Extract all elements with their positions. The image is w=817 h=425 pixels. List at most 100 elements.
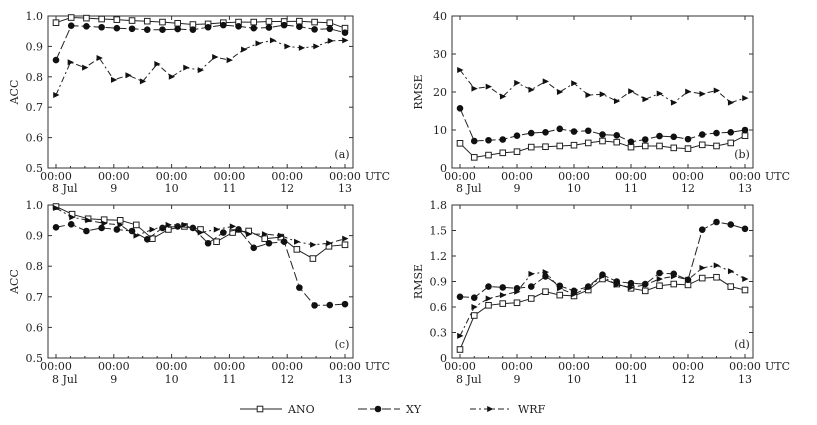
- data-point: [341, 241, 349, 249]
- data-point: [83, 14, 90, 22]
- x-day-label: 12: [280, 182, 294, 195]
- x-day-label: 8 Jul: [52, 182, 78, 195]
- data-point: [313, 43, 320, 50]
- data-point: [642, 281, 649, 288]
- data-point: [685, 88, 692, 95]
- x-tick-label: 00:00: [214, 170, 246, 183]
- data-point: [67, 59, 74, 66]
- data-point: [261, 235, 269, 242]
- data-point: [165, 221, 172, 228]
- data-point: [556, 285, 564, 292]
- y-tick-label: 0.3: [430, 327, 448, 340]
- data-point: [513, 299, 521, 307]
- x-day-label: 10: [567, 182, 581, 195]
- x-day-label: 9: [514, 182, 521, 195]
- x-tick-label: 00:00: [729, 170, 761, 183]
- data-point: [311, 26, 318, 33]
- data-point: [311, 302, 318, 309]
- data-point: [245, 231, 253, 238]
- x-tick-label: 00:00: [214, 360, 246, 373]
- x-tick-label: 00:00: [558, 360, 590, 373]
- data-point: [220, 21, 227, 29]
- y-tick-label: 0: [440, 352, 447, 365]
- series-ano: [456, 273, 749, 353]
- data-point: [556, 142, 564, 150]
- data-point: [168, 73, 176, 80]
- data-point: [542, 143, 549, 151]
- data-point: [277, 232, 285, 239]
- x-day-label: 10: [165, 373, 179, 386]
- data-point: [528, 86, 535, 93]
- x-tick-label: 00:00: [156, 360, 188, 373]
- data-point: [296, 23, 303, 30]
- data-point: [293, 246, 301, 253]
- data-point: [98, 15, 105, 23]
- data-point: [116, 217, 124, 224]
- data-point: [499, 300, 507, 307]
- data-point: [269, 37, 277, 44]
- series-xy: [456, 218, 749, 301]
- data-point: [613, 98, 621, 105]
- x-day-label: 8 Jul: [456, 373, 482, 386]
- data-point: [556, 89, 564, 95]
- y-tick-label: 0.6: [430, 301, 448, 314]
- data-point: [296, 284, 303, 291]
- y-tick-label: 0.9: [26, 40, 44, 53]
- data-point: [514, 79, 521, 86]
- data-point: [85, 217, 92, 224]
- panel-label: (b): [734, 148, 750, 161]
- data-point: [165, 226, 172, 233]
- x-day-label: 11: [222, 182, 236, 195]
- data-point: [52, 56, 60, 64]
- data-point: [229, 223, 237, 230]
- data-point: [727, 283, 735, 290]
- data-point: [485, 151, 492, 159]
- data-point: [685, 276, 692, 283]
- data-point: [174, 19, 181, 27]
- data-point: [741, 225, 749, 233]
- data-point: [197, 229, 204, 236]
- series-line: [55, 223, 346, 306]
- x-tick-label: 00:00: [615, 360, 647, 373]
- data-point: [52, 19, 60, 26]
- data-point: [642, 96, 649, 103]
- data-point: [67, 220, 75, 228]
- data-point: [52, 224, 60, 231]
- x-tick-label: 00:00: [98, 170, 130, 183]
- data-point: [698, 226, 706, 233]
- data-point: [149, 226, 156, 233]
- data-point: [265, 239, 273, 247]
- data-point: [656, 282, 663, 290]
- data-point: [132, 221, 140, 229]
- data-point: [656, 132, 663, 140]
- data-point: [514, 288, 521, 295]
- plot-frame: [47, 15, 354, 169]
- x-tick-label: 00:00: [615, 170, 647, 183]
- data-point: [456, 346, 464, 353]
- x-tick-label: 00:00: [271, 170, 303, 183]
- data-point: [742, 95, 749, 102]
- data-point: [235, 23, 242, 30]
- y-tick-label: 1.5: [430, 225, 448, 238]
- x-day-label: 13: [738, 182, 752, 195]
- x-day-label: 9: [110, 373, 117, 386]
- data-point: [698, 141, 706, 149]
- data-point: [713, 142, 720, 150]
- data-point: [342, 37, 349, 44]
- data-point: [570, 128, 578, 135]
- data-point: [342, 235, 349, 242]
- series-xy: [52, 220, 349, 309]
- y-tick-label: 40: [433, 10, 447, 23]
- data-point: [599, 131, 606, 138]
- data-point: [457, 332, 464, 339]
- data-point: [513, 132, 521, 139]
- x-day-label: 9: [110, 182, 117, 195]
- x-day-label: 12: [681, 373, 695, 386]
- data-point: [326, 19, 334, 26]
- data-point: [570, 141, 578, 149]
- data-point: [159, 18, 166, 26]
- data-point: [326, 25, 334, 33]
- x-tick-label: 00:00: [501, 360, 533, 373]
- data-point: [250, 18, 258, 26]
